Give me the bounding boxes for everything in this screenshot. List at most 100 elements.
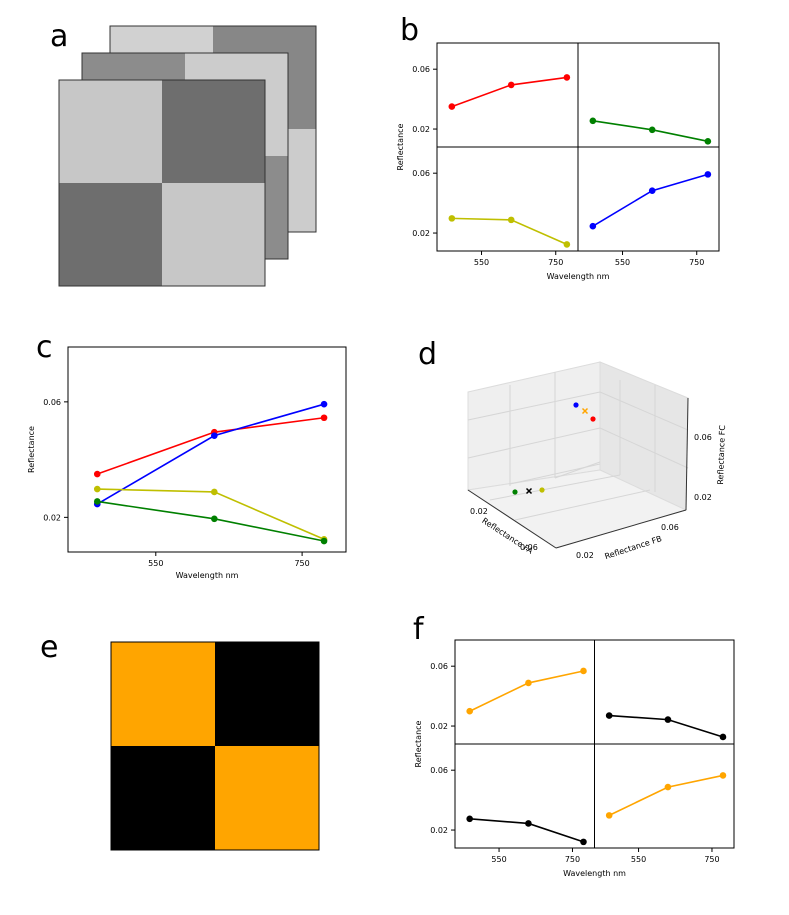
y-tick-label-b: 0.02 <box>412 125 430 134</box>
data-point-f <box>605 812 613 819</box>
x-axis-label-f: Wavelength nm <box>563 869 626 878</box>
layer-frame-a <box>58 79 266 287</box>
x-tick-label-f: 550 <box>491 855 506 864</box>
panel-label-c: c <box>36 330 53 365</box>
series-line-c <box>96 416 325 475</box>
axis-x-d <box>467 489 557 549</box>
data-point-c <box>211 515 218 523</box>
data-point-b <box>589 222 597 230</box>
data-point-c <box>93 485 101 493</box>
plot-frame-c <box>67 346 347 553</box>
series-line-c <box>97 488 325 541</box>
series-line-b <box>592 173 709 227</box>
data-point-b <box>507 81 515 89</box>
data-point-c <box>320 400 328 408</box>
grid-line-d <box>599 427 689 469</box>
x-tick-label-c: 750 <box>294 559 309 568</box>
y-tick-label-d: 0.02 <box>576 551 594 560</box>
data-point-b <box>507 216 515 224</box>
y-tick-label-d: 0.06 <box>661 523 679 532</box>
grid-line-d <box>467 427 601 459</box>
data-point-f <box>525 679 532 687</box>
y-axis-label-c: Reflectance <box>27 426 36 473</box>
y-tick-label-c: 0.02 <box>43 513 61 522</box>
scatter-point-d <box>573 402 579 408</box>
data-point-c <box>211 488 218 496</box>
heatmap-cell-e <box>111 746 215 850</box>
y-tick-label-b: 0.02 <box>412 229 430 238</box>
y-tick-label-c: 0.06 <box>43 398 61 407</box>
x-axis-label-c: Wavelength nm <box>176 571 239 580</box>
z-tick-label-d: 0.06 <box>694 433 712 442</box>
x-tick-label-d: 0.06 <box>520 543 538 552</box>
heatmap-cell-a <box>59 80 162 183</box>
data-point-f <box>664 783 672 791</box>
x-tick-label-f: 750 <box>565 855 580 864</box>
panel-label-a: a <box>50 19 69 54</box>
x-axis-label-b: Wavelength nm <box>547 272 610 281</box>
data-point-b <box>563 74 571 81</box>
data-point-c <box>93 498 101 505</box>
series-line-f <box>469 670 584 712</box>
data-point-b <box>704 171 712 178</box>
panel-label-d: d <box>418 337 438 372</box>
series-line-f <box>608 774 724 817</box>
y-axis-label-b: Reflectance <box>396 123 405 170</box>
data-point-c <box>320 414 328 422</box>
y-axis-label-d: Reflectance FB <box>604 534 663 561</box>
data-point-c <box>320 537 328 545</box>
scatter-point-d <box>590 416 596 422</box>
y-tick-label-f: 0.02 <box>430 722 448 731</box>
z-tick-label-d: 0.02 <box>694 493 712 502</box>
data-point-f <box>580 838 587 846</box>
y-tick-label-b: 0.06 <box>412 65 430 74</box>
data-point-b <box>448 103 456 110</box>
x-tick-label-d: 0.02 <box>470 507 488 516</box>
data-point-c <box>93 470 101 478</box>
y-tick-label-f: 0.02 <box>430 826 448 835</box>
data-point-b <box>563 241 571 248</box>
data-point-f <box>466 707 473 715</box>
y-axis-label-f: Reflectance <box>414 720 423 767</box>
series-line-c <box>97 500 325 542</box>
panel-label-b: b <box>400 13 420 48</box>
y-tick-label-b: 0.06 <box>412 169 430 178</box>
x-tick-label-c: 550 <box>148 559 163 568</box>
panel-label-e: e <box>40 630 59 665</box>
y-tick-label-f: 0.06 <box>430 662 448 671</box>
data-point-f <box>605 712 613 719</box>
heatmap-cell-e <box>215 642 319 746</box>
panel-label-f: f <box>413 612 424 647</box>
grid-line-d <box>599 391 689 431</box>
scatter-point-d <box>512 489 518 495</box>
data-point-b <box>648 126 656 134</box>
axis-z-d <box>685 397 689 511</box>
data-point-b <box>589 117 597 125</box>
grid-line-d <box>554 461 601 479</box>
heatmap-cell-a <box>162 80 265 183</box>
data-point-f <box>525 820 532 827</box>
series-line-c <box>96 403 325 505</box>
x-tick-label-b: 550 <box>615 258 630 267</box>
grid-line-d <box>489 474 621 501</box>
scatter-point-d <box>525 487 533 495</box>
data-point-b <box>704 138 712 145</box>
heatmap-cell-e <box>111 642 215 746</box>
heatmap-cell-e <box>215 746 319 850</box>
scatter-point-d <box>539 487 545 493</box>
x-tick-label-b: 750 <box>689 258 704 267</box>
grid-line-d <box>514 489 651 521</box>
series-line-b <box>451 76 567 108</box>
data-point-b <box>448 215 456 222</box>
data-point-b <box>648 187 656 194</box>
axis-y-d <box>555 509 687 549</box>
heatmap-frame-e <box>110 641 320 851</box>
scatter-point-d <box>581 407 589 415</box>
x-tick-label-f: 750 <box>704 855 719 864</box>
x-tick-label-b: 550 <box>474 258 489 267</box>
data-point-f <box>719 733 727 741</box>
heatmap-cell-a <box>59 183 162 286</box>
data-point-f <box>580 667 587 675</box>
x-tick-label-f: 550 <box>631 855 646 864</box>
